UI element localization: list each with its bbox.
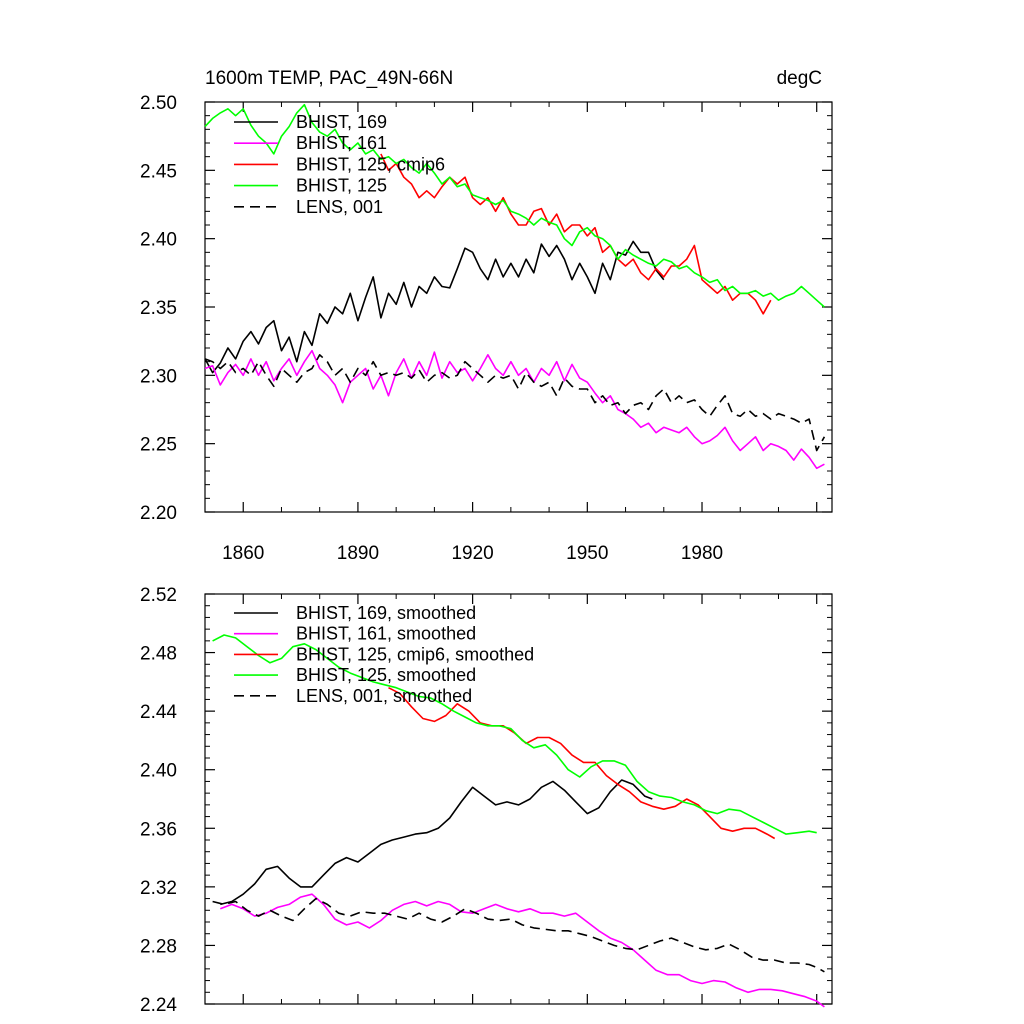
y-tick-label: 2.52 [140,585,177,606]
series-line [204,103,825,308]
series-line [204,349,825,470]
y-tick-label: 2.35 [140,298,177,319]
y-tick-label: 2.32 [140,878,177,899]
legend-label: BHIST, 161 [296,133,387,153]
y-tick-label: 2.25 [140,435,177,456]
x-tick-label: 1920 [451,543,493,564]
series-line [220,779,653,906]
chart-title: 1600m TEMP, PAC_49N-66N [205,68,453,89]
x-tick-label: 1980 [681,543,723,564]
y-tick-label: 2.28 [140,936,177,957]
chart-units: degC [777,68,822,89]
series-line [204,240,665,374]
series-line [220,893,825,1008]
y-tick-label: 2.48 [140,644,177,665]
top-panel: 2.20 2.25 2.30 2.35 2.40 2.45 2.50 1860 1890 1920… [140,93,833,564]
y-tick-label: 2.36 [140,819,177,840]
y-tick-label: 2.44 [140,702,177,723]
series-line [388,686,776,840]
series-line [212,897,825,973]
y-tick-label: 2.20 [140,503,177,524]
x-tick-label: 1950 [566,543,608,564]
series-line [204,354,826,452]
x-tick-label: 1860 [222,543,264,564]
legend-label: BHIST, 125, cmip6 [296,154,445,174]
legend-label: BHIST, 125 [296,176,387,196]
y-tick-label: 2.45 [140,161,177,182]
plot-frame [204,593,833,1005]
legend-label: BHIST, 169 [296,112,387,132]
legend-label: LENS, 001, smoothed [296,686,472,706]
legend-label: LENS, 001 [296,197,383,217]
legend-label: BHIST, 161, smoothed [296,624,476,644]
y-tick-label: 2.40 [140,230,177,251]
series-line [212,634,817,835]
x-tick-label: 1890 [337,543,379,564]
legend-label: BHIST, 125, smoothed [296,665,476,685]
y-tick-label: 2.30 [140,366,177,387]
y-tick-label: 2.40 [140,761,177,782]
bottom-panel: 2.24 2.28 2.32 2.36 2.40 2.44 2.48 2.52 BHIST, 1… [140,585,833,1016]
y-tick-label: 2.50 [140,93,177,114]
legend-label: BHIST, 125, cmip6, smoothed [296,644,534,664]
y-tick-label: 2.24 [140,995,177,1016]
series-line [380,153,772,315]
legend-label: BHIST, 169, smoothed [296,603,476,623]
